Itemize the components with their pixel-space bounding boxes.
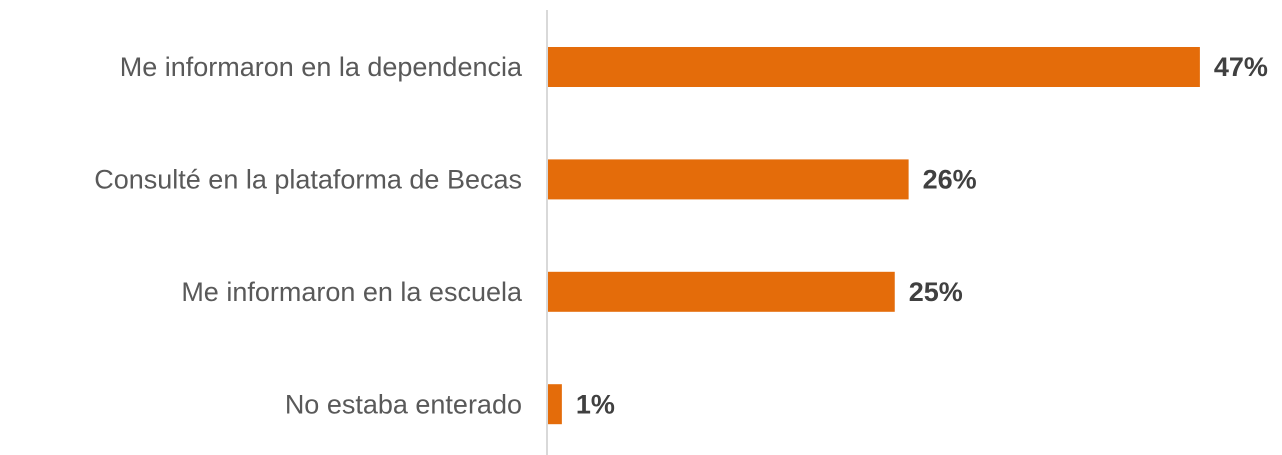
- category-label: Me informaron en la escuela: [181, 277, 523, 307]
- value-label: 26%: [923, 165, 977, 195]
- value-label: 1%: [576, 389, 615, 419]
- category-label: No estaba enterado: [285, 389, 522, 419]
- bar: [548, 271, 895, 312]
- bar: [548, 159, 909, 200]
- value-label: 47%: [1214, 52, 1268, 82]
- category-label: Consulté en la plataforma de Becas: [94, 165, 522, 195]
- category-label: Me informaron en la dependencia: [120, 52, 523, 82]
- value-label: 25%: [909, 277, 963, 307]
- bar: [548, 47, 1200, 87]
- bar: [548, 384, 562, 425]
